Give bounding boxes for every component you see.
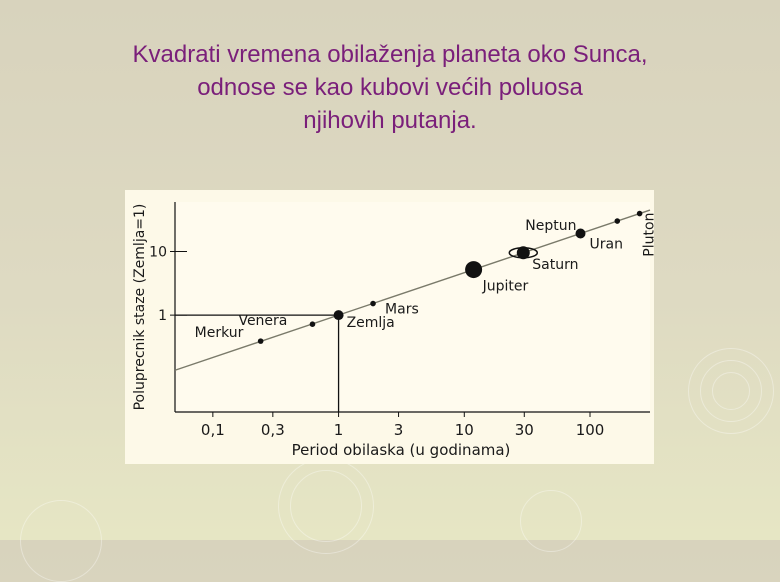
point-saturn bbox=[516, 246, 530, 260]
x-ticks: 0,1 0,3 1 3 10 30 100 bbox=[201, 412, 604, 439]
point-neptun bbox=[614, 218, 621, 224]
point-pluton bbox=[636, 210, 643, 217]
x-tick-label: 1 bbox=[334, 421, 344, 439]
x-tick-label: 0,3 bbox=[261, 421, 285, 439]
point-merkur bbox=[257, 338, 264, 344]
x-tick-label: 0,1 bbox=[201, 421, 225, 439]
label-venera: Venera bbox=[238, 313, 287, 329]
kepler-chart: 0,1 0,3 1 3 10 30 100 1 10 Merkur Venera Zemlja Ma… bbox=[125, 190, 654, 464]
slide-title-line-2: odnose se kao kubovi većih poluosa bbox=[197, 74, 583, 101]
label-neptun: Neptun bbox=[525, 218, 576, 234]
y-tick-label: 10 bbox=[149, 245, 167, 261]
x-tick-label: 30 bbox=[515, 421, 534, 439]
x-tick-label: 10 bbox=[455, 421, 474, 439]
point-uran bbox=[575, 228, 586, 239]
reference-lines bbox=[175, 314, 340, 412]
point-venera bbox=[309, 321, 316, 327]
slide-title: Kvadrati vremena obilaženja planeta oko … bbox=[40, 38, 740, 137]
label-jupiter: Jupiter bbox=[482, 279, 529, 295]
y-tick-label: 1 bbox=[158, 308, 167, 324]
trend-line bbox=[174, 209, 651, 371]
y-axis-label: Poluprecnik staze (Zemlja=1) bbox=[132, 204, 148, 411]
label-merkur: Merkur bbox=[195, 325, 244, 341]
point-jupiter bbox=[465, 261, 483, 279]
x-tick-label: 100 bbox=[576, 421, 605, 439]
point-zemlja bbox=[333, 310, 344, 321]
y-ticks: 1 10 bbox=[149, 245, 187, 324]
slide-title-line-3: njihovih putanja. bbox=[303, 107, 477, 134]
planet-points bbox=[257, 210, 643, 344]
x-axis-label: Period obilaska (u godinama) bbox=[292, 441, 511, 459]
point-mars bbox=[370, 300, 376, 307]
label-saturn: Saturn bbox=[532, 257, 578, 273]
slide-title-line-1: Kvadrati vremena obilaženja planeta oko … bbox=[132, 41, 648, 68]
x-tick-label: 3 bbox=[394, 421, 404, 439]
label-mars: Mars bbox=[385, 302, 419, 318]
label-uran: Uran bbox=[589, 236, 622, 252]
label-zemlja: Zemlja bbox=[347, 315, 395, 331]
trend-line-group bbox=[174, 209, 651, 371]
label-pluton: Pluton bbox=[642, 213, 654, 257]
